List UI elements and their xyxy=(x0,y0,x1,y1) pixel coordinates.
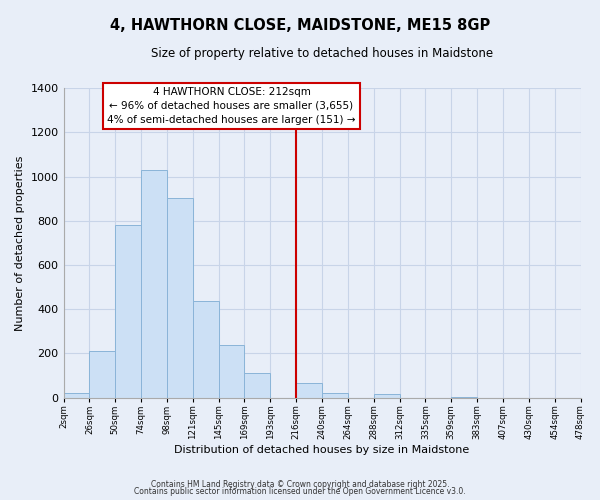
Title: Size of property relative to detached houses in Maidstone: Size of property relative to detached ho… xyxy=(151,48,493,60)
Text: 4, HAWTHORN CLOSE, MAIDSTONE, ME15 8GP: 4, HAWTHORN CLOSE, MAIDSTONE, ME15 8GP xyxy=(110,18,490,32)
Bar xyxy=(244,374,271,398)
X-axis label: Distribution of detached houses by size in Maidstone: Distribution of detached houses by size … xyxy=(175,445,470,455)
Text: Contains public sector information licensed under the Open Government Licence v3: Contains public sector information licen… xyxy=(134,487,466,496)
Y-axis label: Number of detached properties: Number of detached properties xyxy=(15,155,25,330)
Bar xyxy=(89,351,115,398)
Bar xyxy=(64,393,89,398)
Bar xyxy=(193,302,218,398)
Bar xyxy=(296,384,322,398)
Bar xyxy=(141,170,167,398)
Bar xyxy=(218,344,244,398)
Bar xyxy=(115,225,141,398)
Text: 4 HAWTHORN CLOSE: 212sqm
← 96% of detached houses are smaller (3,655)
4% of semi: 4 HAWTHORN CLOSE: 212sqm ← 96% of detach… xyxy=(107,86,356,124)
Bar xyxy=(451,396,477,398)
Bar xyxy=(374,394,400,398)
Bar xyxy=(167,198,193,398)
Bar xyxy=(322,393,348,398)
Text: Contains HM Land Registry data © Crown copyright and database right 2025.: Contains HM Land Registry data © Crown c… xyxy=(151,480,449,489)
